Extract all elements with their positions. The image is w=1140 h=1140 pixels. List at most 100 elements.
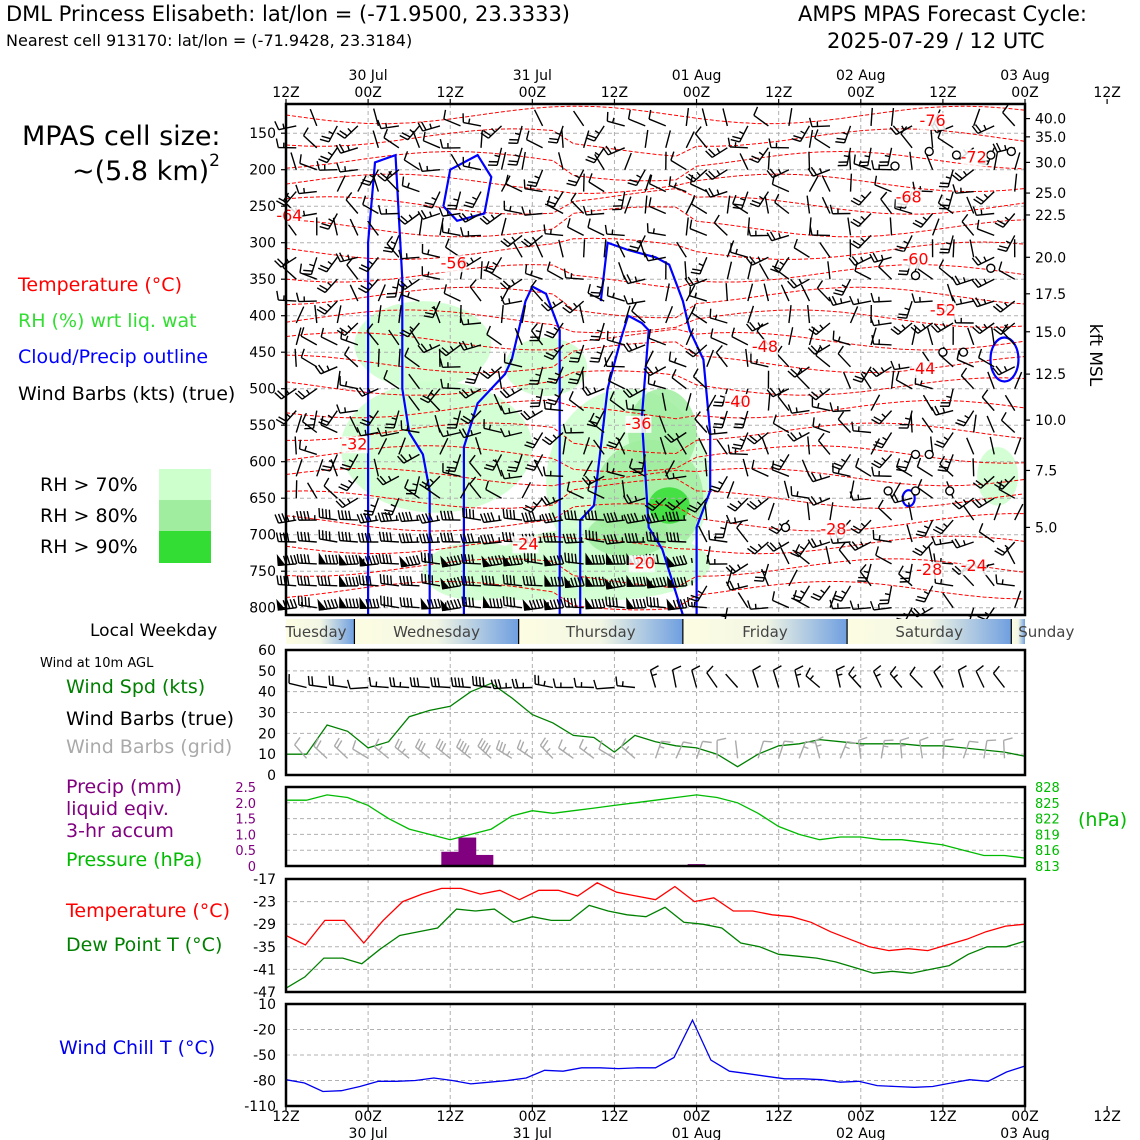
wind-barb (777, 388, 790, 412)
wind-barb (398, 511, 420, 523)
wind-barb-true-shaft (691, 669, 698, 688)
wind-barb-half-feather (843, 154, 849, 158)
wind-barb-feather (513, 597, 516, 607)
kft-tick-label: 40.0 (1035, 112, 1066, 128)
wind-barb-feather (483, 534, 488, 544)
wind-chill-frame (284, 1002, 1027, 1108)
wind-barb (780, 284, 790, 302)
wind-barb (761, 568, 770, 587)
nearest-cell-label: Nearest cell 913170: lat/lon = (-71.9428… (6, 31, 413, 50)
wind-barb (379, 595, 400, 609)
wind-barb-feather (338, 143, 345, 153)
wind-barb-half-feather (778, 168, 782, 174)
wind-barb-half-feather (1004, 478, 1009, 484)
wind-barb (890, 360, 913, 371)
wind-barb (349, 218, 359, 236)
wind-barb-shaft (937, 137, 954, 149)
wind-barb-half-feather (696, 501, 702, 506)
wind-barb-half-feather (864, 155, 870, 158)
wind-barb-shaft (691, 312, 708, 324)
wind-barb-feather (316, 161, 321, 171)
wind-barb (1014, 173, 1018, 192)
wind-barb (973, 108, 981, 127)
wind-barb-feather (606, 330, 609, 341)
wind-barb (808, 175, 819, 192)
wind-barb-shaft (500, 305, 504, 324)
wind-barb-feather (300, 348, 305, 358)
wind-barb-half-feather (796, 491, 799, 497)
wind-barb (871, 160, 892, 171)
wind-barb (316, 300, 338, 315)
wind-barb-true-feather (706, 665, 714, 674)
temperature-contour-label: -32 (341, 434, 367, 453)
wind-barb-flag (666, 575, 676, 588)
wind-barb-shaft (505, 183, 523, 193)
wind-barb (541, 431, 564, 446)
wind-barb-shaft (383, 378, 400, 390)
cloud-outline (442, 153, 493, 223)
wind-barb-feather (446, 466, 457, 469)
temperature-label-bg (751, 339, 778, 357)
wind-barb-shaft (665, 283, 670, 302)
wind-barb-shaft (300, 356, 318, 368)
wind-barb-shaft (665, 306, 674, 324)
wind-barb (878, 585, 893, 605)
wind-barb (860, 373, 872, 390)
wind-barb-feather (773, 259, 779, 269)
wind-barb (821, 196, 831, 214)
wind-barb-feather (751, 199, 761, 205)
wind-barb-true-feather (409, 677, 413, 687)
wind-barb (894, 235, 913, 253)
wind-barb-half-feather (921, 607, 926, 613)
wind-barb (593, 439, 605, 455)
wind-barb-half-feather (593, 387, 597, 393)
wind-barb-feather (398, 512, 403, 522)
wind-barb (807, 538, 831, 549)
wind-barb-feather (890, 328, 899, 336)
wind-barb-feather (998, 245, 1009, 249)
wind-barb-feather (598, 554, 602, 565)
wind-barb-half-feather (662, 515, 665, 521)
wind-barb-shaft (706, 349, 714, 368)
pressure-tick-label: 350 (249, 272, 276, 288)
wind-barb-shaft (525, 272, 543, 280)
wind-barb-half-feather (612, 292, 615, 298)
wind-barb-feather (892, 125, 900, 134)
wind-barb-feather (402, 597, 406, 607)
wind-barb-feather (522, 575, 526, 586)
wind-barb (648, 197, 667, 215)
wind-barb (726, 568, 733, 586)
wind-barb-feather (587, 218, 591, 228)
wind-barb-feather (298, 439, 302, 450)
wind-chill-tick-label: -80 (253, 1074, 276, 1090)
wind-barb (783, 480, 790, 499)
wind-barb-feather (453, 577, 459, 587)
wind-barb-feather (749, 500, 758, 508)
wind-barb-shaft (357, 175, 367, 192)
wind-barb-shaft (423, 140, 441, 149)
wind-barb-true (511, 678, 533, 689)
wind-barb (462, 113, 482, 127)
wind-at-10m-label: Wind at 10m AGL (40, 656, 154, 671)
wind-barb (376, 427, 400, 437)
wind-barb-grid-feather (435, 738, 441, 748)
wind-barb (594, 154, 605, 171)
wind-barb (547, 125, 564, 144)
wind-barb-feather (676, 599, 681, 609)
wind-barb-feather (384, 509, 394, 513)
wind-barb (301, 412, 318, 434)
temperature-contour (285, 188, 1026, 215)
wind-barb-feather (274, 514, 280, 524)
wind-barb (317, 256, 338, 273)
wind-barb-half-feather (860, 237, 866, 243)
wind-barb-half-feather (860, 541, 864, 547)
wind-barb-shaft (401, 256, 420, 260)
wind-barb (404, 479, 420, 499)
wind-barb-shaft (323, 485, 338, 499)
temperature-label-bg (724, 393, 751, 411)
wind-barb-feather (417, 344, 425, 353)
wind-barb-half-feather (983, 193, 989, 199)
wind-barb-feather (729, 502, 739, 510)
wind-barb-shaft (648, 337, 667, 346)
wind-barb-grid-feather (598, 740, 603, 750)
